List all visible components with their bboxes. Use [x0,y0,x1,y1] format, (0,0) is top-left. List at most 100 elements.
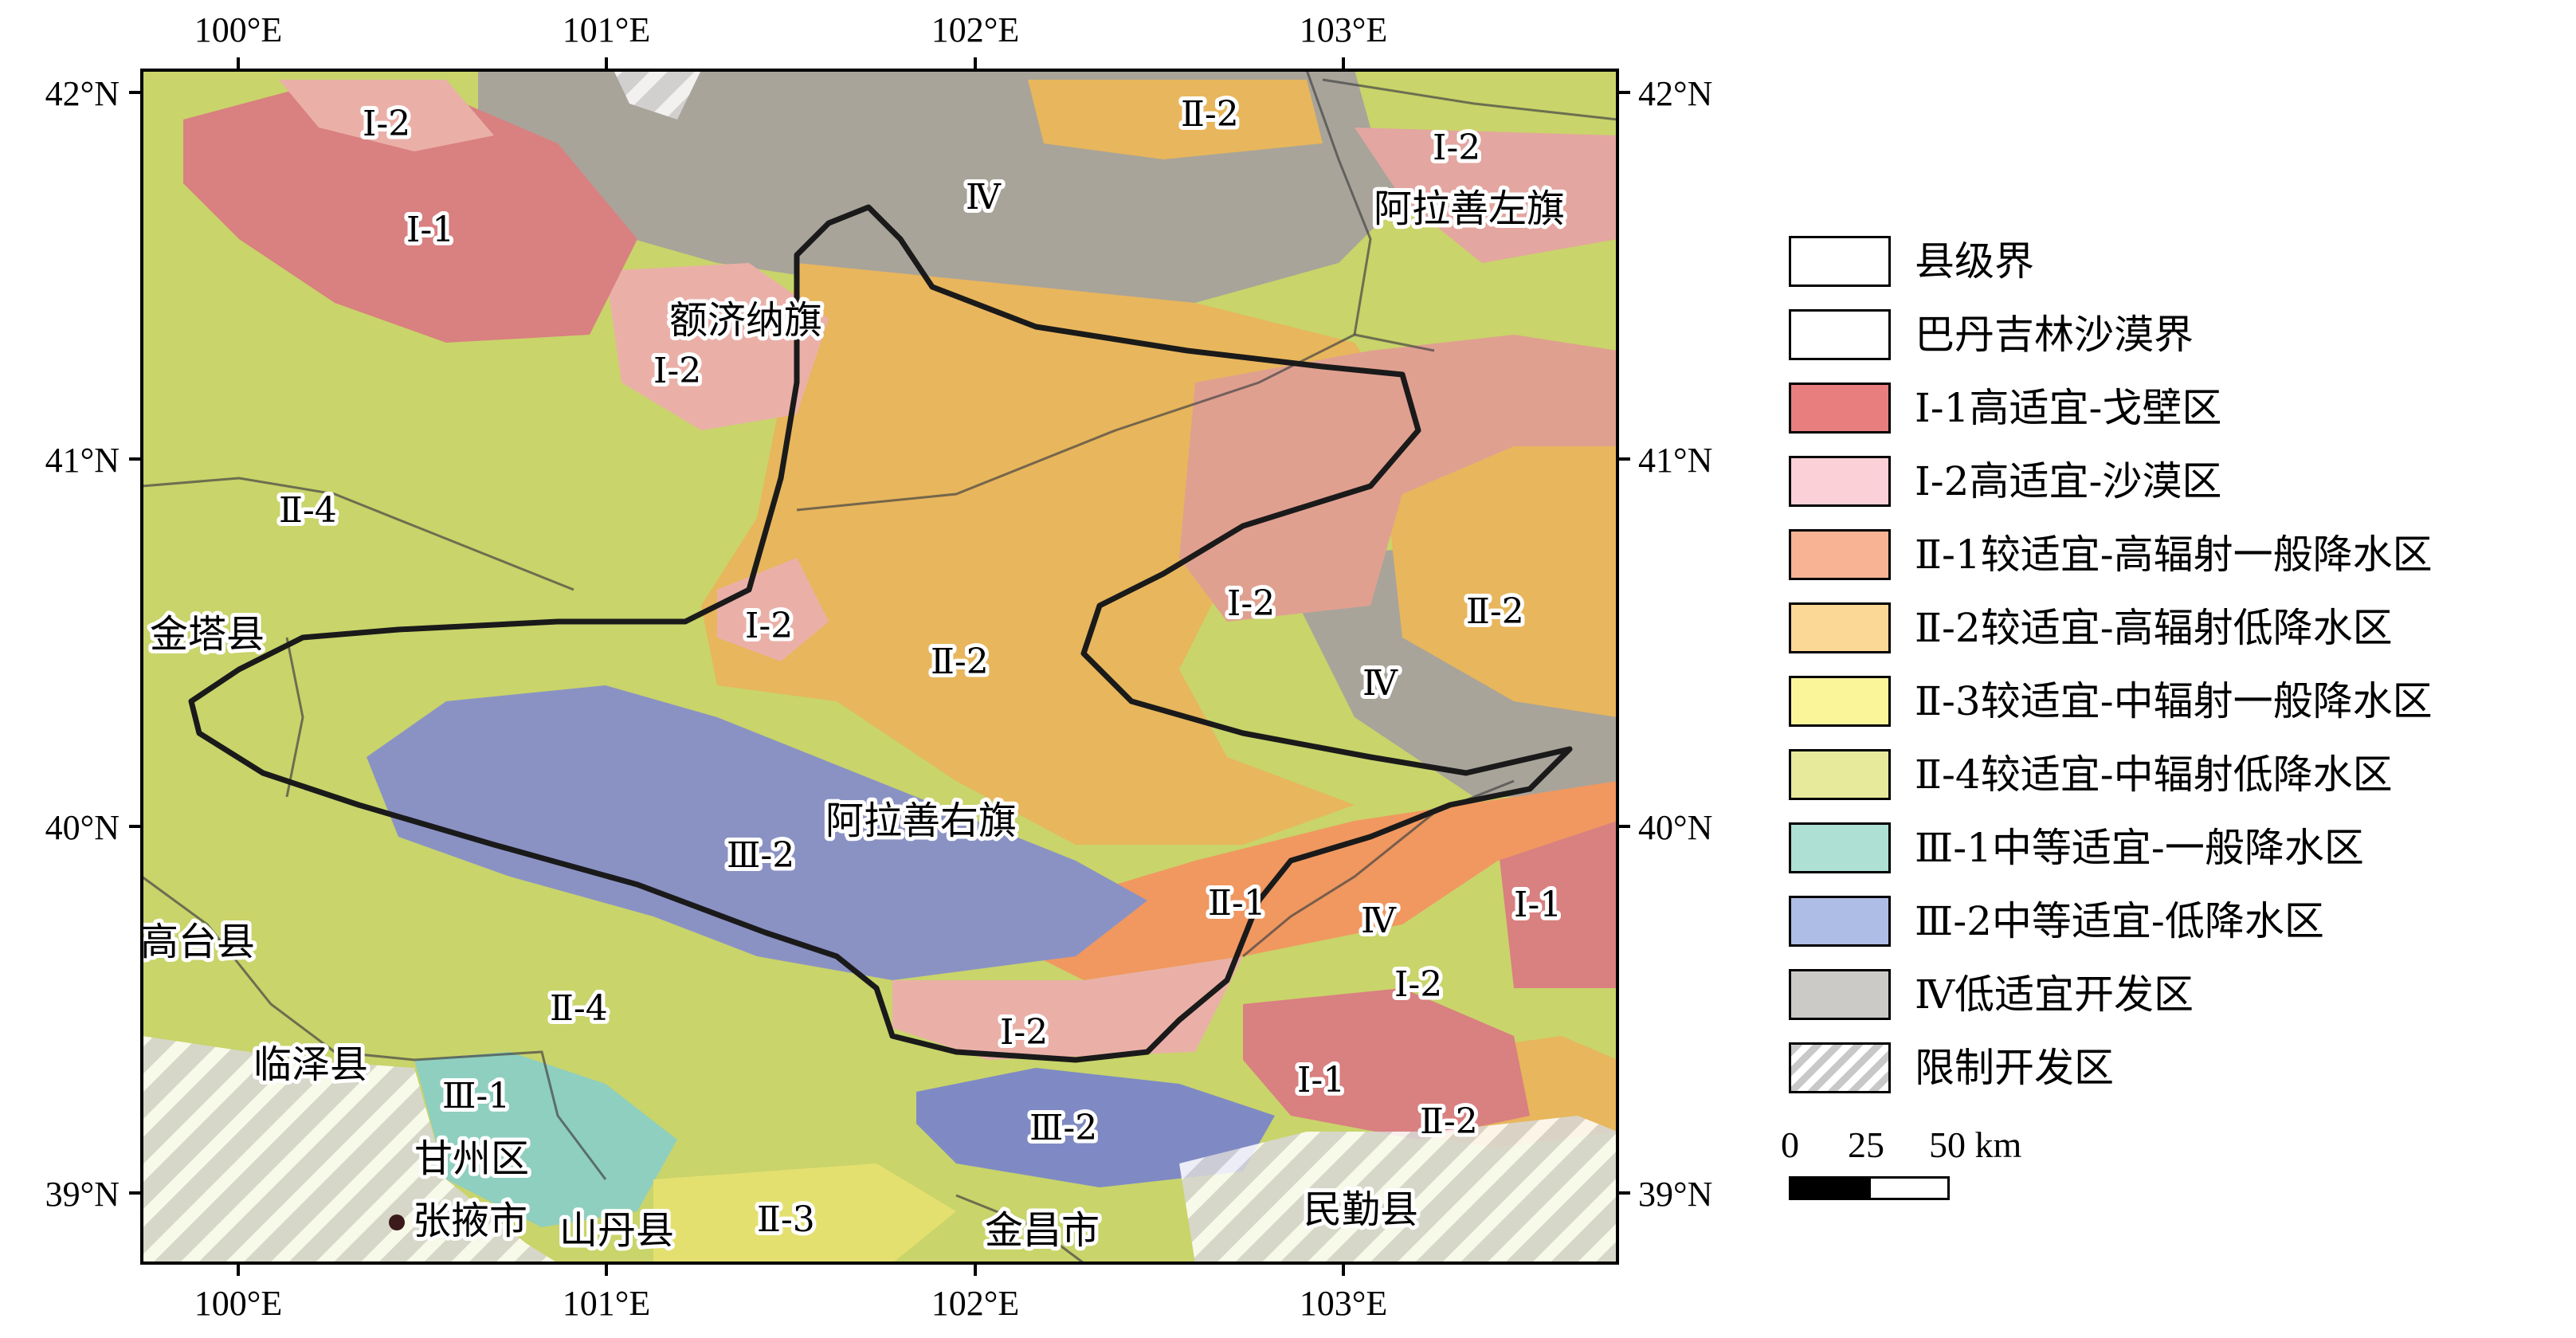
zone-label: Ⅲ-2 [1029,1108,1097,1148]
zone-I-1-south [1243,988,1530,1140]
zone-label: Ⅰ-2 [1000,1012,1048,1053]
legend-item: Ⅰ-2高适宜-沙漠区 [1789,445,2570,518]
zone-I-1-northwest [183,88,637,343]
legend-label: Ⅳ低适宜开发区 [1915,971,2194,1018]
legend-item: Ⅱ-1较适宜-高辐射一般降水区 [1789,518,2570,591]
place-label: 阿拉善左旗 [1374,186,1565,231]
legend-item: Ⅳ低适宜开发区 [1789,958,2570,1031]
legend-label: Ⅱ-3较适宜-中辐射一般降水区 [1915,678,2433,724]
zone-III-2-large [367,685,1147,980]
legend-swatch [1789,822,1891,873]
legend-label: 巴丹吉林沙漠界 [1915,312,2194,358]
zone-label: Ⅱ-2 [1181,94,1239,135]
legend-item: 县级界 [1789,225,2570,298]
lon-label: 101°E [563,10,650,49]
lat-label: 39°N [1638,1175,1712,1214]
legend-label: Ⅱ-2较适宜-高辐射低降水区 [1915,605,2393,651]
place-labels: 阿拉善左旗 额济纳旗 金塔县 阿拉善右旗 高台县 临泽县 甘州区 张掖市 山丹县… [140,182,1569,1257]
legend-swatch [1789,896,1891,947]
place-label: 张掖市 [413,1199,527,1243]
lat-label: 42°N [45,74,120,113]
lat-label: 40°N [1638,808,1712,847]
lat-label: 39°N [45,1175,120,1214]
zone-label: Ⅰ-2 [745,606,793,646]
legend-item: Ⅰ-1高适宜-戈壁区 [1789,371,2570,445]
place-label: 额济纳旗 [669,298,822,343]
lon-label: 100°E [194,10,282,49]
zone-label: Ⅱ-4 [550,988,608,1029]
lon-label: 101°E [563,1284,650,1323]
zone-label: Ⅳ [1362,663,1398,704]
zone-label: Ⅰ-2 [1394,964,1442,1005]
place-label: 临泽县 [253,1042,368,1087]
legend-item: 限制开发区 [1789,1031,2570,1105]
zone-label: Ⅱ-1 [1208,883,1266,924]
zone-II-1 [1036,781,1617,980]
lon-label: 103°E [1300,1284,1387,1323]
place-label: 甘州区 [414,1136,529,1181]
scale-label: 25 [1848,1124,1884,1165]
zone-label: Ⅰ-2 [363,104,410,144]
scale-label: 0 [1781,1124,1799,1165]
scale-bar-black-segment [1789,1176,1870,1200]
legend-item: 巴丹吉林沙漠界 [1789,298,2570,371]
county-boundaries [142,70,1617,1263]
zone-label: Ⅱ-4 [279,490,337,531]
zone-I-2-northwest [279,80,494,151]
legend-label: Ⅱ-1较适宜-高辐射一般降水区 [1915,532,2433,578]
zone-II-3 [653,1163,956,1263]
zone-II-2-east [1386,446,1617,717]
legend-item: Ⅱ-2较适宜-高辐射低降水区 [1789,591,2570,665]
restricted-zone-southwest [142,1036,558,1263]
zone-label: Ⅱ-2 [1420,1101,1478,1142]
zone-I-2-north [1355,128,1617,263]
place-label: 金塔县 [150,612,265,657]
zone-label: Ⅳ [1361,901,1397,941]
lon-label: 102°E [931,1284,1019,1323]
legend-swatch [1789,236,1891,287]
legend-label: 限制开发区 [1915,1045,2114,1091]
zone-label: Ⅳ [966,177,1002,218]
scale-bar: 0 25 50 km [1781,1124,2021,1211]
legend-swatch [1789,383,1891,434]
legend-item: Ⅱ-3较适宜-中辐射一般降水区 [1789,665,2570,738]
scale-label: 50 km [1929,1124,2022,1165]
legend-swatch [1789,456,1891,507]
legend-swatch [1789,529,1891,580]
zone-label: Ⅰ-1 [1514,885,1562,925]
zone-label: Ⅰ-1 [1297,1060,1345,1101]
lon-label: 103°E [1300,10,1387,49]
zone-label: Ⅱ-2 [1466,591,1524,632]
legend-label: Ⅰ-2高适宜-沙漠区 [1915,458,2222,504]
legend: 县级界 巴丹吉林沙漠界 Ⅰ-1高适宜-戈壁区 Ⅰ-2高适宜-沙漠区 Ⅱ-1较适宜… [1789,225,2570,1105]
restricted-zone-south [1179,1116,1617,1263]
zone-label: Ⅰ-1 [406,210,454,250]
lat-labels-left: 42°N 41°N 40°N 39°N [45,74,120,1214]
lat-label: 42°N [1638,74,1712,113]
zone-I-1-east [1498,821,1617,988]
legend-swatch [1789,676,1891,727]
restricted-zone-north [614,70,701,120]
zone-label: Ⅱ-2 [931,642,989,682]
zone-III-1 [414,1052,677,1227]
badain-jaran-boundary [188,204,1573,1063]
zone-label: Ⅲ-2 [727,835,794,876]
lon-label: 100°E [194,1284,282,1323]
legend-item: Ⅱ-4较适宜-中辐射低降水区 [1789,738,2570,811]
legend-item: Ⅲ-2中等适宜-低降水区 [1789,885,2570,958]
zone-I-2-small [717,558,829,661]
zone-label: Ⅲ-1 [442,1076,510,1116]
zone-label: Ⅰ-2 [1227,583,1275,624]
legend-label: Ⅲ-1中等适宜-一般降水区 [1915,825,2364,871]
place-label: 高台县 [140,920,255,964]
lon-labels-bottom: 100°E 101°E 102°E 103°E [194,1284,1387,1323]
zone-label: Ⅱ-3 [757,1199,815,1240]
legend-label: Ⅰ-1高适宜-戈壁区 [1915,385,2222,431]
zone-label: Ⅰ-2 [653,351,701,391]
city-point-zhangye [389,1214,405,1230]
zone-I-2-east [1179,335,1617,622]
legend-label: 县级界 [1915,238,2034,284]
lat-label: 41°N [45,441,120,480]
legend-swatch-hatch [1789,1042,1891,1093]
suitability-map: Ⅰ-2 Ⅰ-1 Ⅳ Ⅱ-2 Ⅰ-2 Ⅰ-2 Ⅱ-4 Ⅰ-2 Ⅱ-2 Ⅰ-2 Ⅱ-… [45,10,1713,1323]
